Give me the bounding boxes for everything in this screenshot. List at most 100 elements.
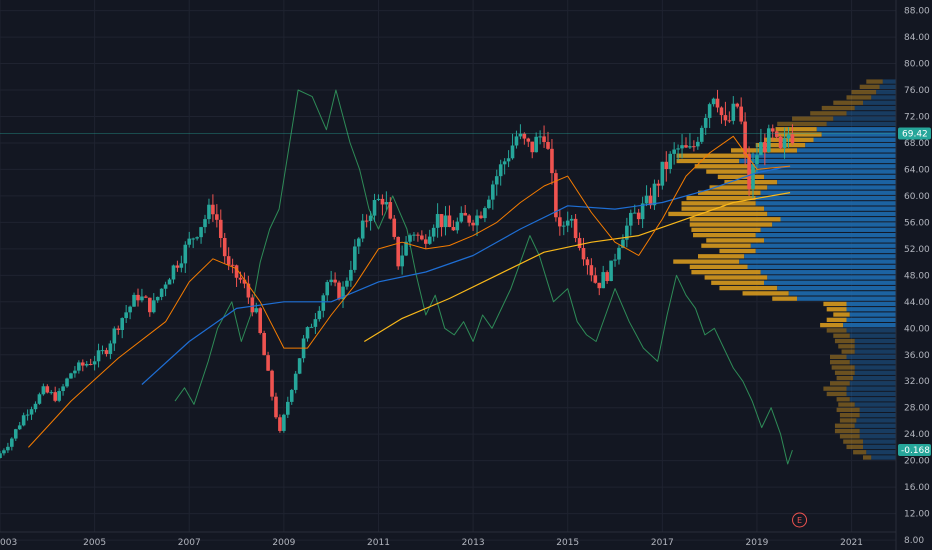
candle-body (443, 215, 448, 228)
candle-body (242, 279, 247, 284)
candle-body (526, 138, 531, 142)
volume-profile-up-bar (755, 169, 896, 174)
y-tick-label: 36.00 (904, 351, 930, 361)
volume-profile-down-bar (698, 190, 761, 195)
candle-body (640, 203, 645, 220)
candle-body (211, 204, 215, 215)
candle-body (660, 161, 665, 186)
candle-body (727, 120, 732, 122)
price-badge: 69.42 (902, 130, 928, 140)
volume-profile-down-bar (843, 439, 863, 444)
volume-profile-up-bar (854, 344, 896, 349)
candle-body (144, 296, 148, 298)
candle-body (593, 275, 598, 283)
candle-body (502, 161, 507, 165)
candle-body (455, 221, 460, 231)
y-tick-label: 72.00 (904, 112, 930, 122)
candle-body (108, 343, 113, 354)
y-tick-label: 80.00 (904, 60, 930, 70)
candle-body (404, 241, 408, 256)
candle-body (234, 265, 239, 278)
volume-profile-down-bar (839, 434, 860, 439)
indicator-badge: -0.168 (901, 446, 930, 456)
volume-profile-up-bar (744, 254, 896, 259)
volume-profile-up-bar (853, 375, 896, 381)
volume-profile-up-bar (859, 428, 896, 434)
candle-body (167, 279, 172, 285)
candle-body (100, 350, 105, 352)
candle-body (518, 133, 523, 137)
candle-body (61, 386, 65, 392)
price-axis[interactable]: 88.00 84.00 80.00 76.00 72.00 68.00 64.00 60.00… (904, 7, 930, 546)
volume-profile-up-bar (788, 291, 896, 296)
candle-body (53, 392, 57, 401)
volume-profile-up-bar (816, 127, 896, 132)
candle-body (250, 297, 255, 313)
candle-body (96, 350, 101, 362)
volume-profile-down-bar (709, 185, 768, 190)
volume-profile-down-bar (846, 444, 863, 450)
volume-profile-up-bar (739, 259, 896, 264)
earnings-marker-label[interactable]: E (797, 516, 802, 525)
volume-profile-down-bar (676, 158, 740, 164)
y-tick-label: 48.00 (904, 271, 930, 281)
candle-body (471, 222, 475, 226)
volume-profile-down-bar (691, 270, 761, 275)
candle-body (786, 134, 791, 139)
volume-profile-up-bar (750, 243, 896, 248)
candle-body (589, 265, 594, 276)
candle-body (368, 215, 373, 222)
candle-body (258, 308, 263, 333)
x-tick-label: 2013 (462, 538, 485, 548)
volume-profile-down-bar (668, 211, 768, 217)
candle-body (274, 396, 278, 418)
volume-profile-up-bar (764, 206, 896, 211)
volume-profile-down-bar (694, 164, 748, 169)
candle-body (37, 394, 42, 404)
candle-body (755, 155, 759, 165)
y-tick-label: 20.00 (904, 457, 930, 467)
candle-body (21, 415, 26, 426)
candle-body (498, 164, 503, 177)
volume-profile-down-bar (792, 116, 834, 121)
volume-profile-down-bar (810, 111, 847, 116)
candle-body (565, 220, 570, 226)
candle-body (723, 115, 728, 121)
volume-profile-up-bar (755, 248, 896, 254)
volume-profile-down-bar (775, 127, 817, 132)
earnings-marker[interactable]: E (792, 512, 808, 528)
volume-profile-up-bar (849, 397, 896, 402)
candle-body (171, 265, 176, 280)
candle-body (416, 234, 420, 236)
candle-body (333, 279, 337, 283)
volume-profile-down-bar (698, 254, 745, 259)
candle-body (711, 98, 716, 105)
x-tick-label: 2005 (83, 538, 106, 548)
volume-profile-down-bar (689, 222, 773, 227)
candle-body (423, 239, 428, 244)
candle-body (207, 204, 211, 220)
candle-body (625, 225, 629, 240)
volume-profile-down-bar (820, 322, 844, 328)
candle-body (112, 328, 117, 344)
y-tick-label: 84.00 (904, 33, 930, 43)
candle-body (45, 386, 50, 393)
candle-body (534, 136, 538, 153)
y-tick-label: 44.00 (904, 298, 930, 308)
candle-body (282, 414, 286, 431)
candle-body (25, 414, 30, 416)
candle-body (396, 236, 400, 267)
candle-body (230, 264, 235, 266)
candle-body (278, 417, 282, 431)
time-axis[interactable]: 003 2005 2007 2009 2011 2013 2015 2017 2019 2021 (0, 538, 863, 548)
candlestick-series (0, 89, 795, 459)
candle-body (337, 282, 341, 300)
x-tick-label: 2011 (367, 538, 390, 548)
candle-body (388, 202, 393, 219)
candle-body (356, 238, 361, 247)
volume-profile-down-bar (866, 79, 883, 84)
earnings-marker-circle[interactable] (792, 512, 808, 528)
candle-body (140, 296, 144, 301)
volume-profile-up-bar (826, 121, 896, 127)
